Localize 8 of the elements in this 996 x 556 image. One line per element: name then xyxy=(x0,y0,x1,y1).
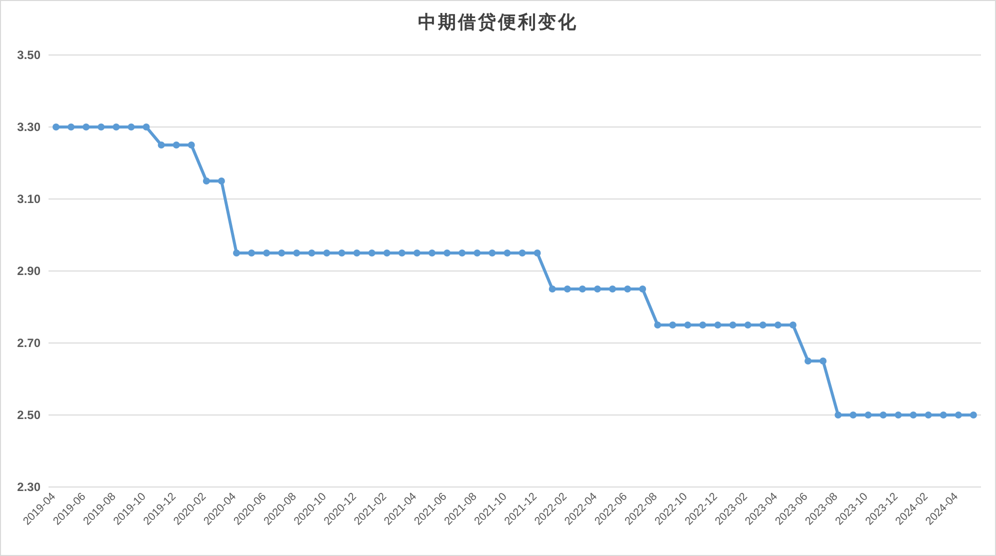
y-tick-label: 2.90 xyxy=(17,264,41,278)
y-tick-label: 3.10 xyxy=(17,192,41,206)
title: 中期借贷便利变化 xyxy=(418,12,578,32)
y-tick-label: 3.50 xyxy=(17,48,41,62)
y-tick-label: 3.30 xyxy=(17,120,41,134)
y-tick-label: 2.50 xyxy=(17,408,41,422)
y-tick-label: 2.30 xyxy=(17,480,41,494)
y-tick-label: 2.70 xyxy=(17,336,41,350)
